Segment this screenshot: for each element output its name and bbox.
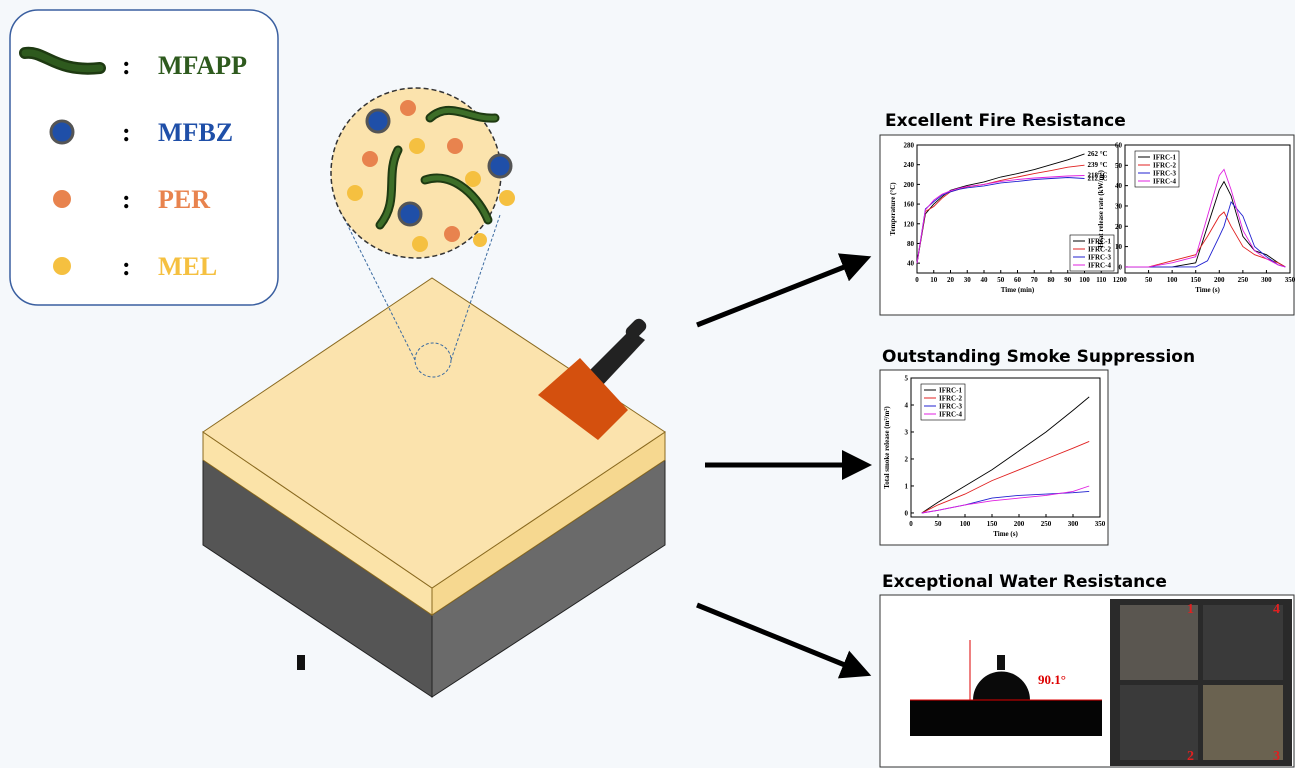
sample-label: 4 [1273,602,1280,617]
legend-label: MFAPP [158,51,247,80]
legend-icon [53,257,71,275]
y-tick-label: 1 [905,482,909,490]
legend-label: PER [158,185,210,214]
legend-label: IFRC-2 [1153,162,1176,170]
legend-icon [53,190,71,208]
x-tick-label: 150 [1190,276,1201,284]
x-tick-label: 110 [1096,276,1107,284]
y-axis-label: Temperature (°C) [889,182,897,236]
legend-label: IFRC-1 [939,387,962,395]
x-tick-label: 100 [1079,276,1090,284]
y-tick-label: 60 [1115,142,1123,150]
graphical-abstract: : MFAPP: MFBZ: PER: MEL Excellent Fire Resis… [0,0,1295,768]
panel [880,370,1108,545]
x-tick-label: 30 [964,276,972,284]
legend-label: IFRC-4 [1153,178,1176,186]
y-tick-label: 2 [905,455,909,463]
y-tick-label: 0 [905,509,909,517]
legend-label: IFRC-4 [1088,262,1111,270]
x-tick-label: 100 [960,520,971,528]
legend-label: MEL [158,252,217,281]
x-tick-label: 70 [1031,276,1039,284]
sample-label: 1 [1187,602,1194,617]
y-tick-label: 20 [1115,223,1123,231]
y-tick-label: 80 [907,240,915,248]
x-tick-label: 40 [981,276,989,284]
needle [997,655,1005,670]
legend-label: IFRC-2 [939,395,962,403]
y-tick-label: 240 [904,161,915,169]
x-axis-label: Time (min) [1001,286,1035,294]
y-tick-label: 40 [1115,182,1123,190]
x-tick-label: 350 [1095,520,1106,528]
legend-label: IFRC-3 [939,403,962,411]
arrow [697,260,862,325]
legend-label: MFBZ [158,118,233,147]
x-tick-label: 200 [1214,276,1225,284]
x-tick-label: 80 [1048,276,1056,284]
section-title: Excellent Fire Resistance [885,111,1126,131]
x-axis-label: Time (s) [993,530,1018,538]
y-tick-label: 200 [904,181,915,189]
sample-photo [1110,599,1292,766]
x-tick-label: 50 [935,520,943,528]
x-tick-label: 10 [930,276,938,284]
legend-separator: : [122,185,131,214]
annotation: 239 °C [1088,161,1108,169]
x-tick-label: 100 [1167,276,1178,284]
y-tick-label: 280 [904,142,915,150]
y-axis-label: Heat release rate (kW/m²) [1097,170,1105,248]
y-tick-label: 40 [907,260,915,268]
legend-label: IFRC-3 [1153,170,1176,178]
legend-label: IFRC-4 [939,411,962,419]
y-tick-label: 120 [904,220,915,228]
x-tick-label: 300 [1261,276,1272,284]
y-axis-label: Total smoke release (m²/m²) [883,406,891,489]
x-tick-label: 200 [1014,520,1025,528]
arrow [697,605,862,672]
x-tick-label: 150 [987,520,998,528]
legend-separator: : [122,252,131,281]
x-tick-label: 0 [915,276,919,284]
x-tick-label: 60 [1014,276,1022,284]
annotation: 262 °C [1088,150,1108,158]
x-tick-label: 90 [1064,276,1072,284]
x-tick-label: 300 [1068,520,1079,528]
x-tick-label: 0 [1123,276,1127,284]
x-tick-label: 350 [1285,276,1295,284]
sample-label: 2 [1187,749,1194,764]
x-tick-label: 0 [909,520,913,528]
y-tick-label: 30 [1115,202,1123,210]
x-tick-label: 20 [947,276,955,284]
legend-icon [51,121,73,143]
x-tick-label: 50 [997,276,1005,284]
y-tick-label: 160 [904,201,915,209]
y-tick-label: 10 [1115,243,1123,251]
x-tick-label: 250 [1238,276,1249,284]
x-tick-label: 50 [1145,276,1153,284]
contact-angle: 90.1° [1038,672,1066,687]
x-axis-label: Time (s) [1195,286,1220,294]
x-tick-label: 250 [1041,520,1052,528]
y-tick-label: 3 [905,428,909,436]
y-tick-label: 50 [1115,162,1123,170]
page: : MFAPP: MFBZ: PER: MEL Excellent Fire Resis… [0,0,1295,768]
y-tick-label: 0 [1119,263,1123,271]
section-title: Exceptional Water Resistance [882,572,1167,592]
x-tick-label: 120 [1113,276,1124,284]
legend-label: IFRC-3 [1088,254,1111,262]
sample-label: 3 [1273,749,1280,764]
section-title: Outstanding Smoke Suppression [882,347,1195,367]
legend-separator: : [122,118,131,147]
legend-label: IFRC-1 [1153,154,1176,162]
y-tick-label: 5 [905,375,909,383]
y-tick-label: 4 [905,401,909,409]
legend-separator: : [122,51,131,80]
